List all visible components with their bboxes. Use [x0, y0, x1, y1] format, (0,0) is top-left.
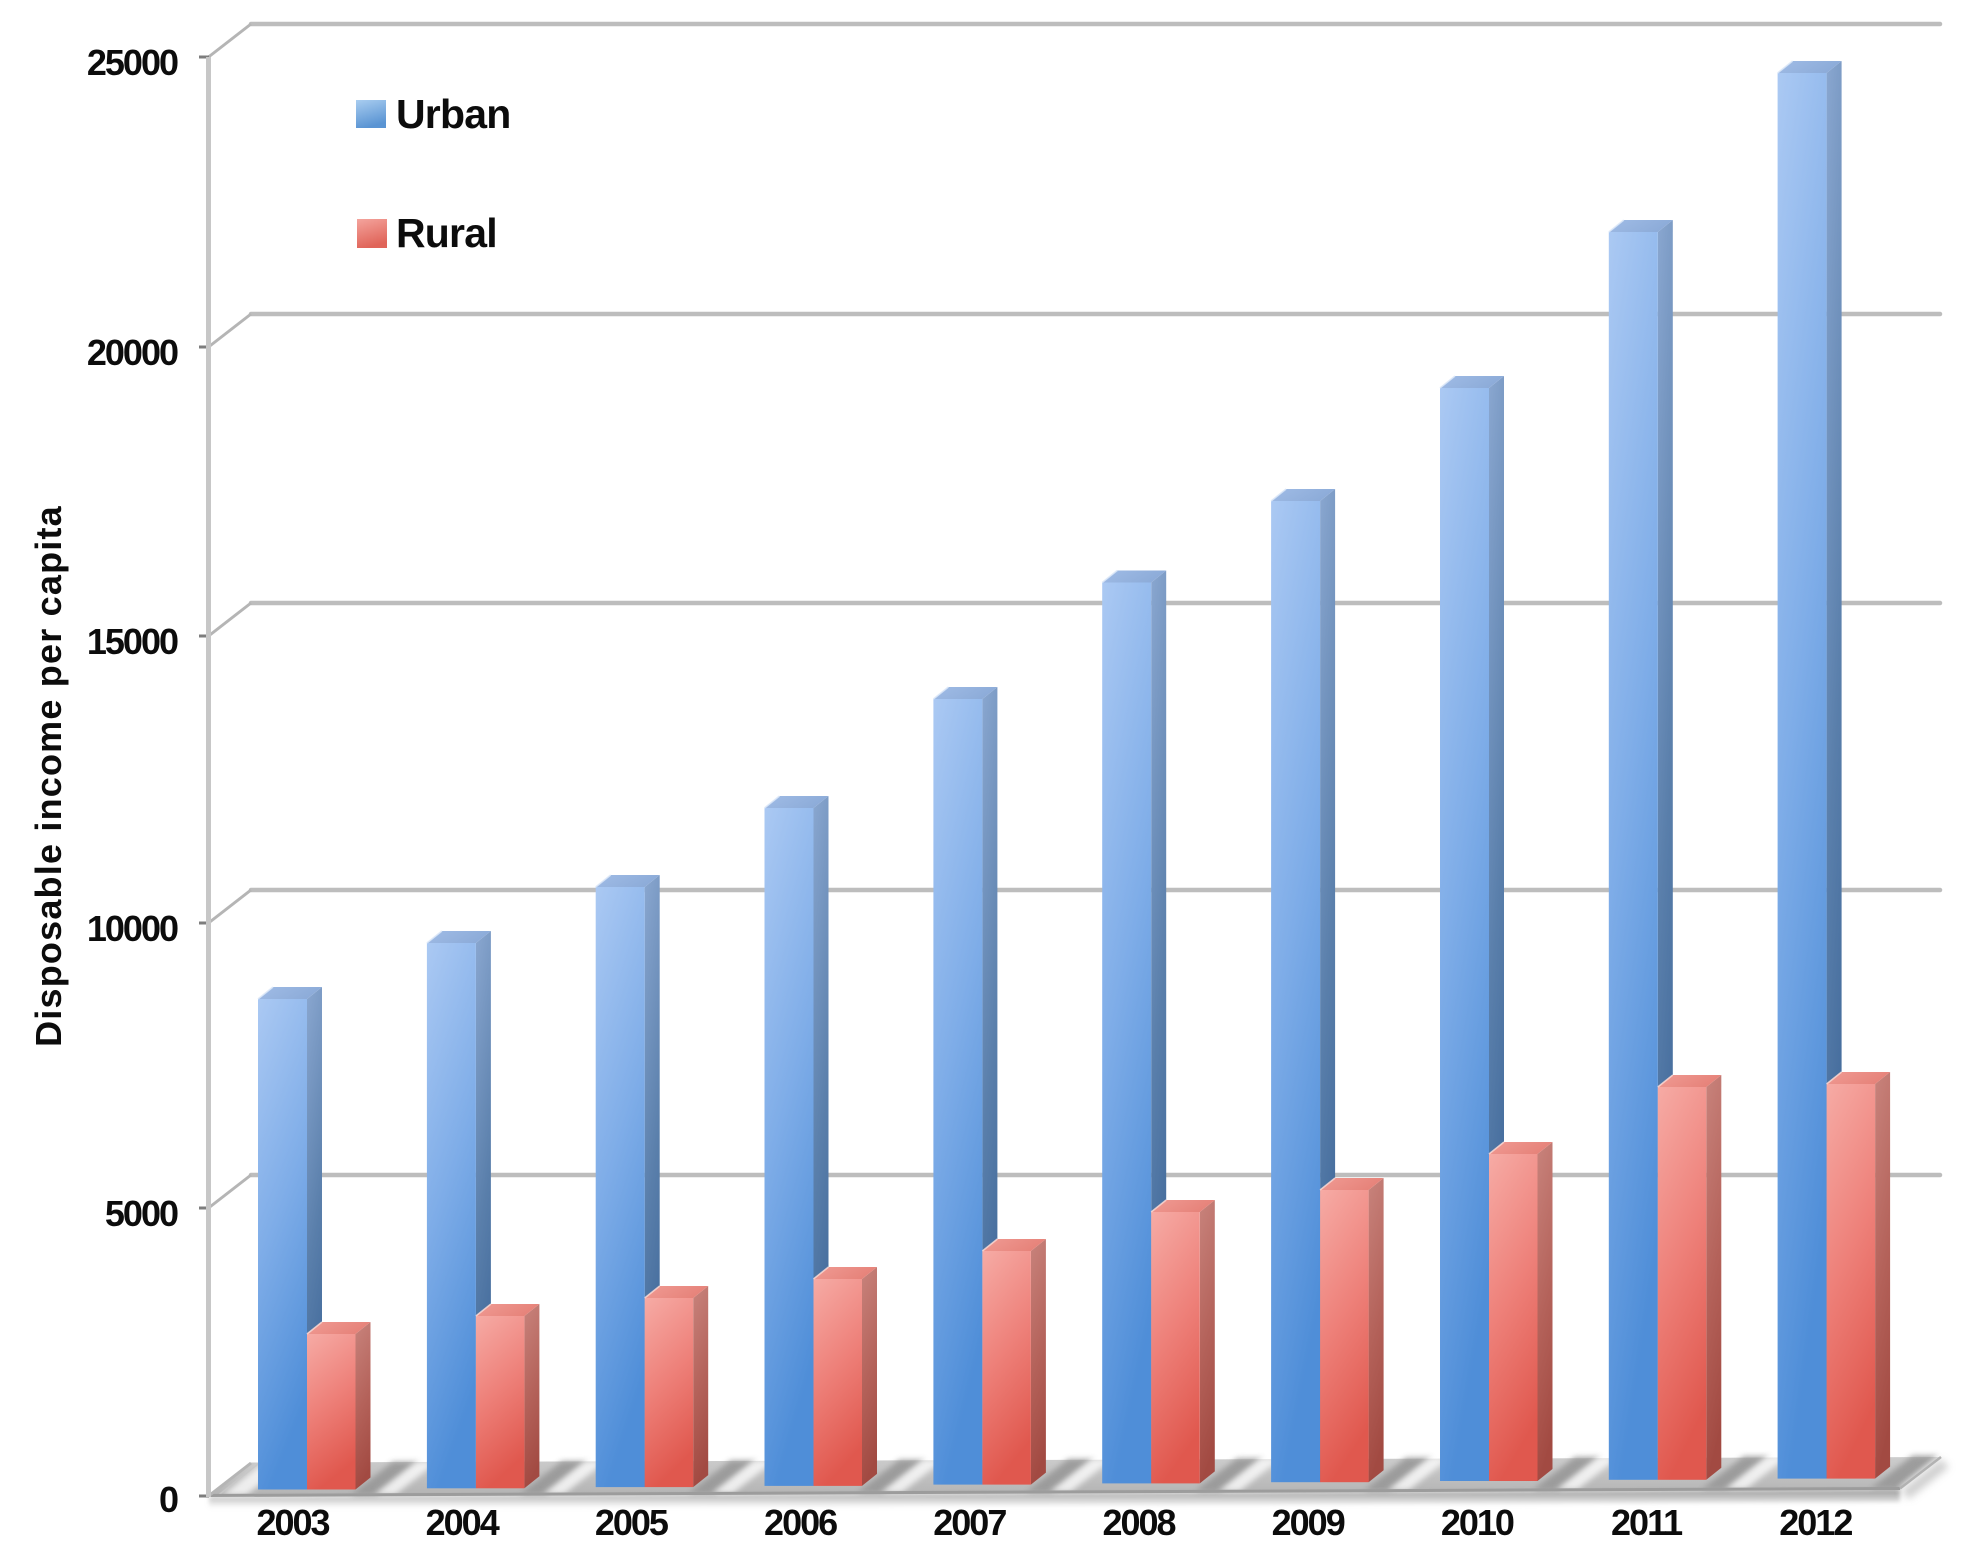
svg-text:Rural: Rural — [396, 210, 497, 256]
svg-text:Urban: Urban — [396, 91, 510, 137]
svg-text:2006: 2006 — [764, 1502, 837, 1541]
svg-text:2004: 2004 — [426, 1502, 500, 1541]
svg-text:2003: 2003 — [256, 1502, 329, 1541]
svg-text:20000: 20000 — [87, 332, 178, 373]
svg-text:2005: 2005 — [595, 1502, 669, 1541]
svg-text:5000: 5000 — [105, 1193, 178, 1234]
svg-text:2008: 2008 — [1102, 1502, 1175, 1541]
svg-text:2011: 2011 — [1611, 1502, 1683, 1541]
svg-text:2010: 2010 — [1441, 1502, 1514, 1541]
svg-text:2009: 2009 — [1272, 1502, 1345, 1541]
svg-text:25000: 25000 — [87, 42, 178, 83]
svg-text:15000: 15000 — [87, 621, 178, 662]
svg-text:Disposable income per capita: Disposable income per capita — [28, 505, 69, 1047]
svg-text:2012: 2012 — [1779, 1502, 1852, 1541]
svg-text:2007: 2007 — [933, 1502, 1006, 1541]
svg-text:10000: 10000 — [87, 908, 178, 949]
svg-text:0: 0 — [159, 1479, 178, 1520]
